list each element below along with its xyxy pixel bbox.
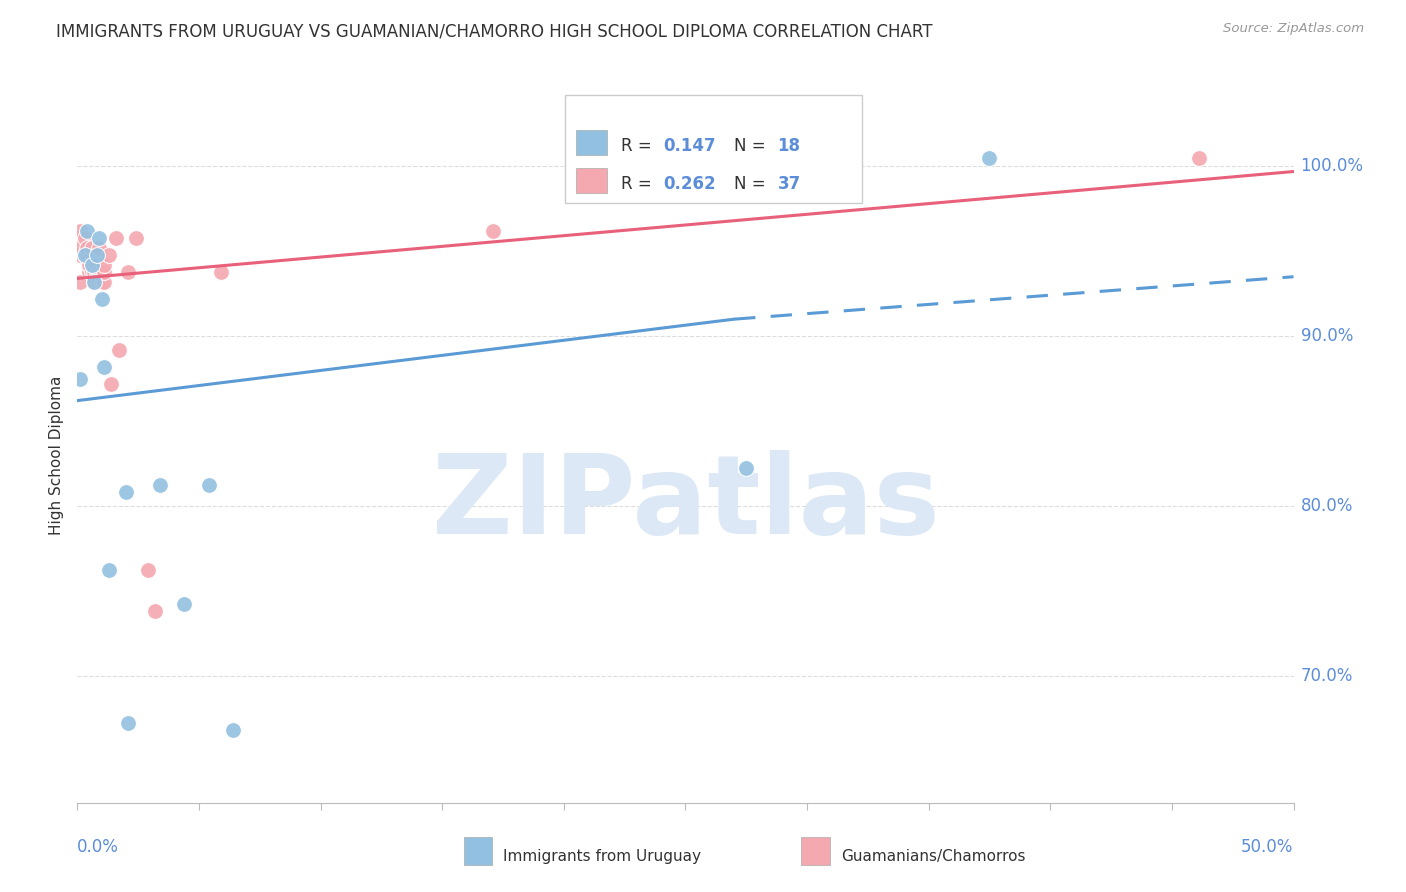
Text: 70.0%: 70.0% [1301,666,1353,684]
Point [69,241,91,255]
Text: N =: N = [734,175,770,193]
Point [73,248,96,262]
Point [125,230,148,244]
Text: 0.262: 0.262 [664,175,716,193]
Point [69,230,91,244]
Text: 80.0%: 80.0% [1301,497,1353,515]
Text: ZIPatlas: ZIPatlas [432,450,939,558]
Point [143,604,166,618]
Point [83,275,105,289]
Point [89,265,111,279]
Point [89,230,111,244]
Point [79,258,101,272]
Point [89,241,111,255]
Point [90,265,112,279]
Point [735,461,758,475]
Point [73,230,96,244]
Point [73,248,96,262]
Point [76,248,98,262]
Text: 37: 37 [778,175,801,193]
Text: 90.0%: 90.0% [1301,327,1353,345]
Point [90,275,112,289]
Text: 0.0%: 0.0% [77,838,120,856]
Point [979,151,1001,165]
Point [93,359,115,374]
Point [90,292,112,306]
Text: N =: N = [734,137,770,155]
Point [69,371,91,385]
Text: Guamanians/Chamorros: Guamanians/Chamorros [841,849,1025,863]
Point [1188,151,1211,165]
Point [69,275,91,289]
Point [97,248,120,262]
Point [69,248,91,262]
Point [93,258,115,272]
Point [80,248,103,262]
Point [80,241,103,255]
Text: IMMIGRANTS FROM URUGUAY VS GUAMANIAN/CHAMORRO HIGH SCHOOL DIPLOMA CORRELATION CH: IMMIGRANTS FROM URUGUAY VS GUAMANIAN/CHA… [56,22,932,40]
Text: Source: ZipAtlas.com: Source: ZipAtlas.com [1223,22,1364,36]
Point [86,265,108,279]
Point [80,265,103,279]
Y-axis label: High School Diploma: High School Diploma [49,376,65,534]
Point [136,563,159,577]
Point [89,275,111,289]
Point [117,716,139,731]
Point [93,275,115,289]
Point [83,265,105,279]
Point [79,265,101,279]
Point [76,241,98,255]
Point [115,485,138,500]
Text: R =: R = [621,137,658,155]
Point [482,224,505,238]
Point [86,258,108,272]
Point [107,343,129,357]
Text: R =: R = [621,175,658,193]
Point [149,478,172,492]
Point [69,224,91,238]
Point [105,230,128,244]
Point [209,265,232,279]
Point [222,723,245,737]
Text: 50.0%: 50.0% [1241,838,1294,856]
Text: 0.147: 0.147 [664,137,716,155]
Text: 100.0%: 100.0% [1301,157,1364,176]
Point [83,275,105,289]
Point [97,563,120,577]
Text: Immigrants from Uruguay: Immigrants from Uruguay [503,849,702,863]
Point [93,265,115,279]
Text: 18: 18 [778,137,800,155]
Point [197,478,219,492]
Point [86,248,108,262]
Point [117,265,139,279]
Point [76,224,98,238]
Point [80,258,103,272]
Point [173,597,195,611]
Point [100,376,122,391]
